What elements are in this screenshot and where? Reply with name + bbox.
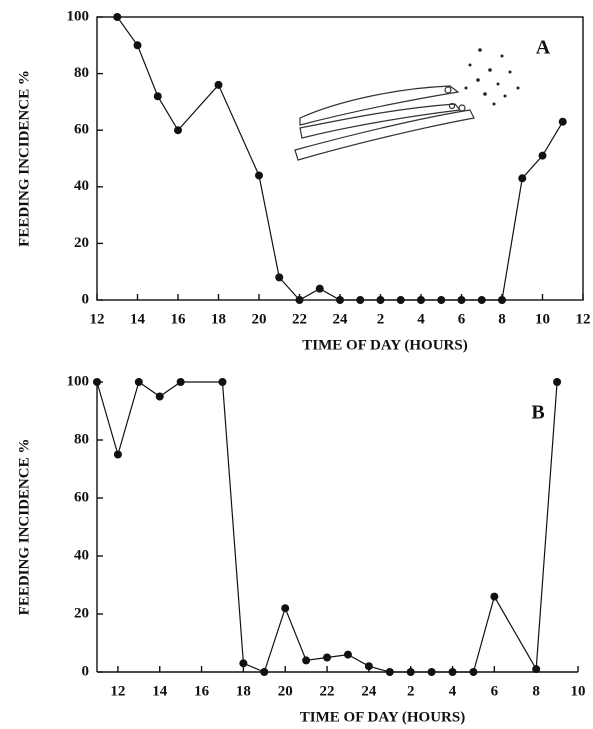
x-tick-label: 4: [449, 683, 457, 699]
data-point: [295, 296, 304, 304]
data-line: [96, 381, 558, 673]
data-point: [406, 668, 415, 676]
y-tick-label: 60: [74, 122, 89, 138]
x-tick-label: 14: [130, 311, 146, 327]
y-tick-label: 0: [82, 291, 90, 307]
data-point: [417, 296, 425, 304]
data-point: [558, 117, 567, 126]
y-tick-label: 20: [74, 235, 89, 251]
data-point: [427, 668, 436, 676]
data-point: [448, 668, 457, 676]
data-point: [538, 151, 547, 160]
x-tick-label: 14: [152, 683, 168, 699]
data-point: [133, 41, 142, 50]
x-tick-label: 16: [171, 311, 187, 327]
data-point: [218, 378, 227, 386]
x-tick-label: 8: [498, 311, 506, 327]
x-tick-label: 2: [377, 311, 385, 327]
x-tick-label: 12: [110, 683, 125, 699]
x-tick-label: 24: [361, 683, 377, 699]
y-tick-label: 40: [74, 547, 89, 563]
data-point: [113, 450, 122, 459]
y-tick-label: 80: [74, 431, 89, 447]
data-point: [356, 296, 365, 304]
data-point: [93, 378, 101, 386]
data-line: [116, 16, 564, 301]
fish-illustration: [294, 85, 475, 161]
panel-label: B: [531, 402, 544, 424]
y-axis-label: FEEDING INCIDENCE %: [16, 70, 32, 247]
x-tick-label: 12: [576, 311, 591, 327]
data-point: [376, 296, 385, 304]
data-point: [315, 284, 324, 293]
x-tick-label: 4: [417, 311, 425, 327]
x-tick-label: 10: [535, 311, 550, 327]
data-point: [155, 392, 164, 401]
x-tick-label: 20: [278, 683, 293, 699]
data-point: [336, 296, 344, 304]
data-point: [490, 592, 499, 601]
data-point: [364, 662, 373, 671]
data-point: [255, 171, 263, 180]
data-point: [176, 378, 185, 386]
x-tick-label: 18: [236, 683, 251, 699]
data-point: [153, 92, 162, 101]
data-point: [260, 668, 269, 676]
y-tick-label: 20: [74, 605, 89, 621]
plot-frame: [96, 16, 584, 301]
data-point: [477, 296, 486, 304]
data-point: [518, 174, 527, 183]
data-point: [385, 668, 394, 676]
data-point: [323, 653, 332, 662]
data-point: [437, 296, 446, 304]
y-tick-label: 0: [82, 663, 90, 679]
y-tick-label: 100: [67, 8, 90, 24]
x-tick-label: 2: [407, 683, 415, 699]
y-axis-label: FEEDING INCIDENCE %: [16, 439, 32, 616]
x-tick-label: 16: [194, 683, 210, 699]
panel-label: A: [536, 37, 551, 59]
data-point: [239, 659, 248, 668]
x-axis-label: TIME OF DAY (HOURS): [300, 709, 465, 725]
data-point: [553, 378, 562, 386]
x-tick-label: 22: [292, 311, 307, 327]
data-point: [457, 296, 466, 304]
data-point: [302, 656, 311, 665]
x-tick-label: 6: [491, 683, 499, 699]
data-point: [174, 126, 182, 135]
x-tick-label: 20: [252, 311, 267, 327]
x-tick-label: 18: [211, 311, 226, 327]
x-tick-label: 8: [532, 683, 540, 699]
data-point: [281, 604, 290, 613]
x-tick-label: 12: [90, 311, 105, 327]
y-tick-label: 100: [67, 373, 90, 389]
y-tick-label: 80: [74, 65, 89, 81]
data-point: [396, 296, 405, 304]
x-tick-label: 10: [571, 683, 586, 699]
data-point: [343, 650, 352, 659]
data-point: [532, 665, 541, 674]
data-point: [134, 378, 143, 386]
x-tick-label: 6: [458, 311, 466, 327]
y-tick-label: 40: [74, 178, 89, 194]
data-point: [469, 668, 478, 676]
data-point: [498, 296, 506, 304]
x-tick-label: 24: [333, 311, 349, 327]
plankton-dots: [464, 48, 520, 106]
data-point: [214, 80, 223, 89]
y-tick-label: 60: [74, 489, 89, 505]
x-axis-label: TIME OF DAY (HOURS): [302, 337, 467, 353]
data-point: [113, 13, 122, 21]
data-point: [275, 273, 284, 282]
x-tick-label: 22: [320, 683, 335, 699]
